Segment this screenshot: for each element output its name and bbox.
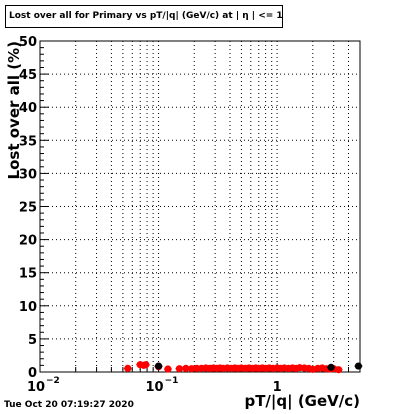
tick-label-y: 45: [19, 68, 37, 83]
data-point: [164, 365, 172, 373]
tick-label-x-exp: −1: [165, 376, 179, 386]
tick-label-y: 35: [19, 134, 37, 149]
tick-label-x-base: 1: [273, 380, 282, 395]
data-point: [188, 365, 196, 373]
tick-label-y: 40: [19, 101, 37, 116]
tick-label-y: 15: [19, 267, 37, 282]
tick-label-x: 1: [273, 380, 282, 395]
tick-label-y: 20: [19, 234, 37, 249]
data-point: [124, 364, 132, 372]
data-point: [154, 362, 163, 370]
tick-label-y: 30: [19, 167, 37, 182]
data-point: [175, 365, 184, 373]
tick-label-x-exp: −2: [46, 376, 60, 386]
tick-label-x-base: 10: [27, 380, 45, 395]
tick-label-y: 10: [19, 300, 37, 315]
x-axis-title: pT/|q| (GeV/c): [244, 392, 360, 411]
data-point: [354, 362, 363, 370]
data-point: [327, 363, 335, 371]
tick-label-x: 10 −2: [27, 376, 60, 395]
tick-label-x: 10 −1: [146, 376, 179, 395]
tick-label-y: 25: [19, 201, 37, 216]
data-point: [182, 364, 190, 372]
chart-title: Lost over all for Primary vs pT/|q| (GeV…: [5, 5, 283, 28]
data-point: [335, 366, 343, 374]
tick-label-y: 0: [28, 366, 37, 381]
data-points: [123, 361, 363, 374]
y-axis-title: Lost over all (%): [5, 41, 23, 179]
tick-label-y: 50: [19, 35, 37, 50]
tick-label-y: 5: [28, 333, 37, 348]
tick-label-x-base: 10: [146, 380, 164, 395]
grid-lines: [40, 41, 360, 372]
data-point: [142, 361, 150, 369]
timestamp: Tue Oct 20 07:19:27 2020: [4, 400, 134, 410]
